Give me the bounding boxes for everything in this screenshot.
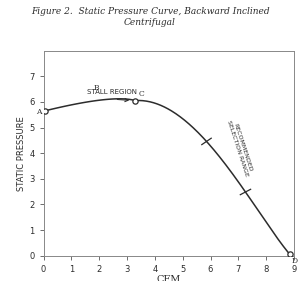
Text: D: D xyxy=(291,257,297,265)
Text: Figure 2.  Static Pressure Curve, Backward Inclined: Figure 2. Static Pressure Curve, Backwar… xyxy=(31,7,269,16)
Y-axis label: STATIC PRESSURE: STATIC PRESSURE xyxy=(17,116,26,191)
Text: STALL REGION: STALL REGION xyxy=(87,89,136,95)
Text: B: B xyxy=(94,84,99,92)
Text: A: A xyxy=(36,108,42,116)
Text: C: C xyxy=(138,90,144,98)
Text: Centrifugal: Centrifugal xyxy=(124,18,176,27)
X-axis label: CFM: CFM xyxy=(157,275,181,281)
Text: RECOMMENDED
SELECTION RANGE: RECOMMENDED SELECTION RANGE xyxy=(226,118,254,178)
